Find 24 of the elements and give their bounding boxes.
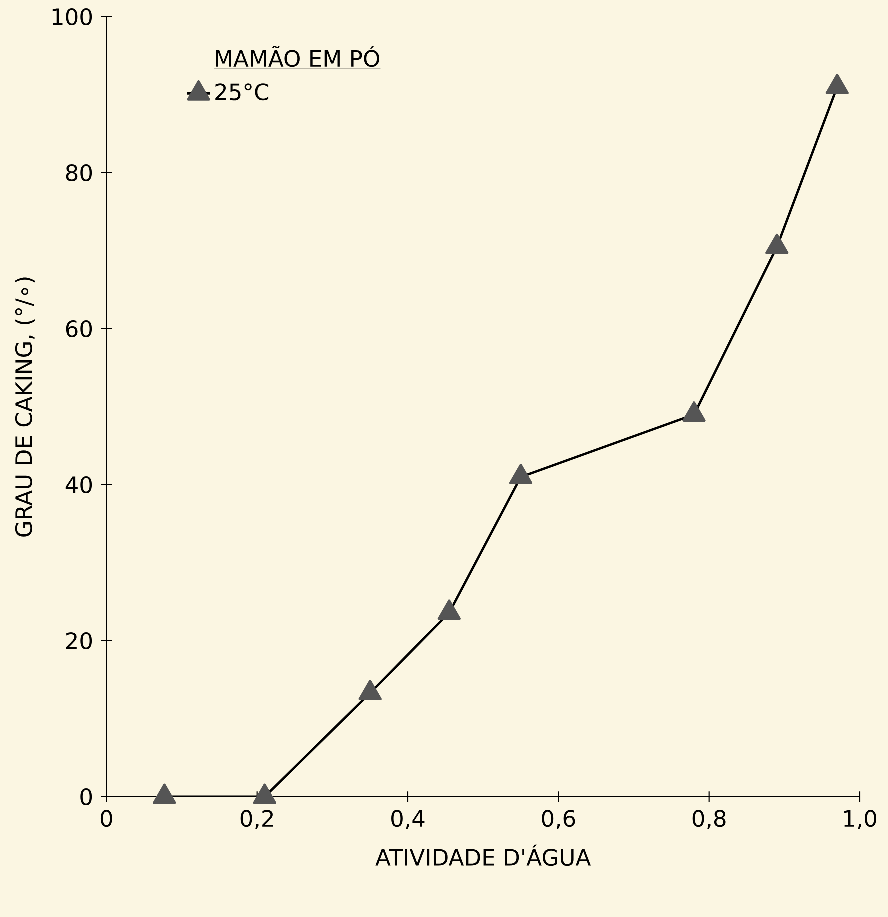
point <box>438 600 462 620</box>
legend-label: 25°C <box>216 84 269 101</box>
point <box>358 680 382 700</box>
y-tick-label: 60 <box>66 320 92 338</box>
y-tick-label: 80 <box>66 164 92 182</box>
point <box>509 464 533 484</box>
x-tick-label: 1,0 <box>844 810 876 830</box>
x-tick-label: 0 <box>100 810 112 828</box>
x-tick-label: 0,6 <box>542 810 576 830</box>
x-axis-title: ATIVIDADE D'ÁGUA <box>376 844 592 866</box>
point <box>682 402 706 422</box>
point <box>253 784 276 804</box>
y-tick-label: 20 <box>66 632 92 650</box>
x-tick-label: 0,4 <box>392 810 425 830</box>
point <box>826 74 849 94</box>
y-tick-label: 100 <box>52 8 92 26</box>
x-tick-label: 0,8 <box>692 810 726 830</box>
point <box>153 784 176 804</box>
y-tick-label: 40 <box>66 476 92 494</box>
x-tick-label: 0,2 <box>240 810 274 830</box>
legend-title: MAMÃO EM PÓ <box>216 46 380 68</box>
y-tick-label: 0 <box>80 788 92 806</box>
y-axis-title: GRAU DE CAKING, (°/∘) <box>14 278 36 537</box>
point <box>766 234 789 254</box>
